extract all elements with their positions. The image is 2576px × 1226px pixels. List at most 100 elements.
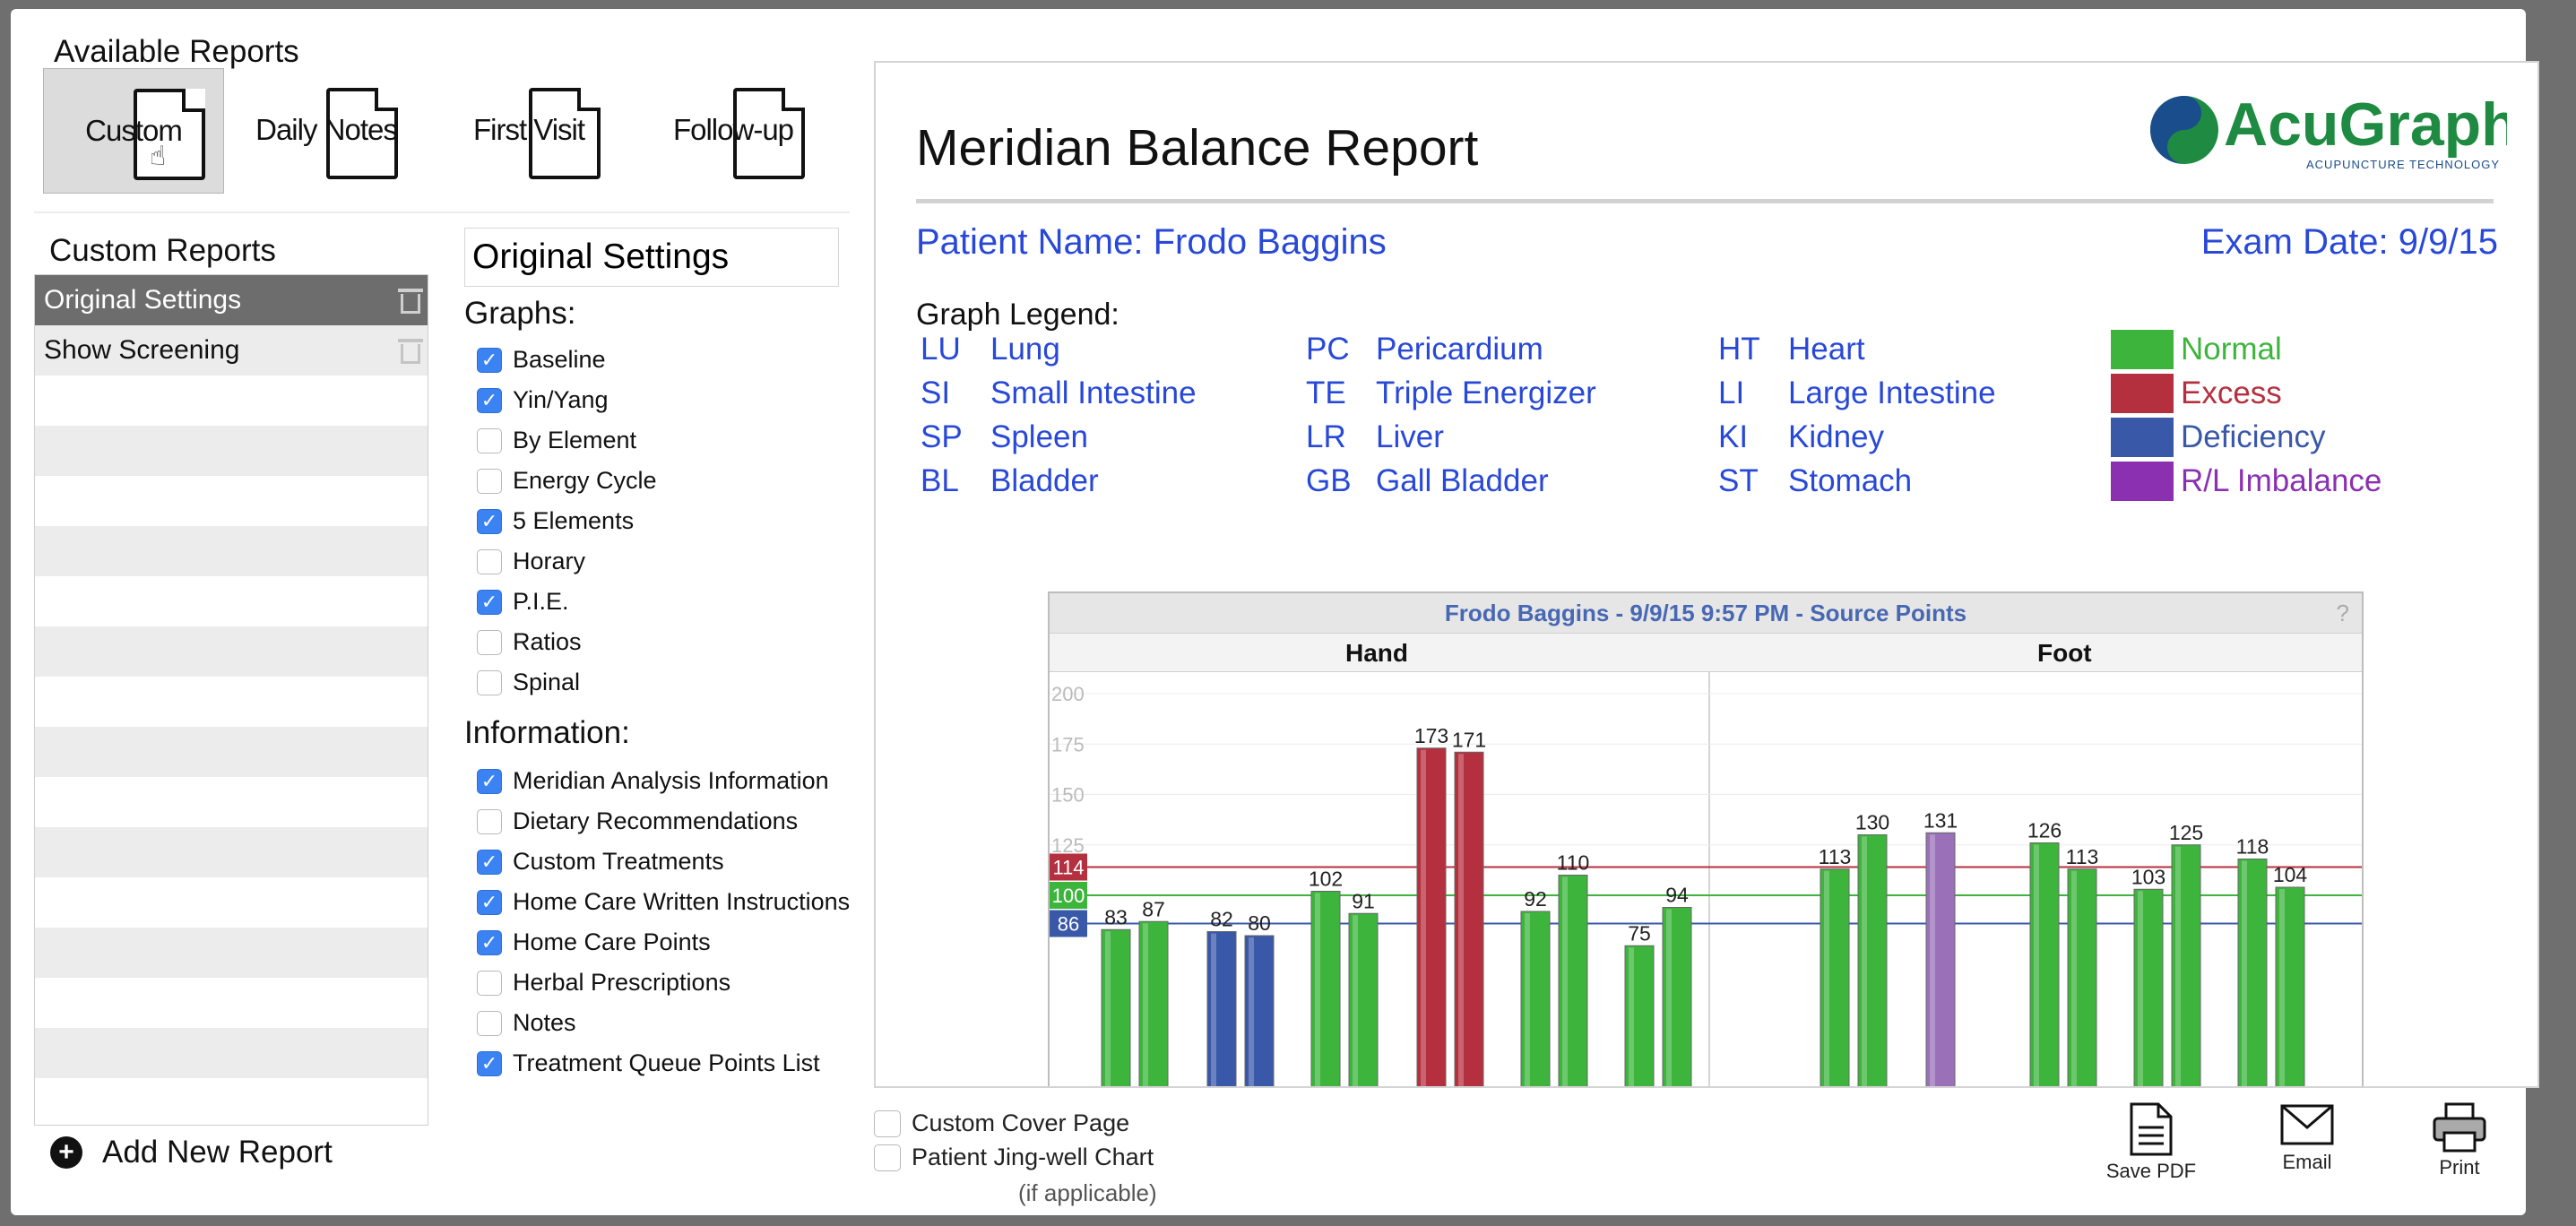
checkbox-checked[interactable]: ✓ xyxy=(477,589,502,615)
save-pdf-button[interactable]: Save PDF xyxy=(2097,1102,2205,1183)
checkbox-row[interactable]: ✓ Treatment Queue Points List xyxy=(477,1049,820,1077)
status-swatch xyxy=(2111,418,2174,457)
checkbox-row[interactable]: Horary xyxy=(477,548,585,575)
chart-bar-shine xyxy=(1211,933,1216,1086)
checkbox-label: Dietary Recommendations xyxy=(513,807,799,834)
chart-bar xyxy=(1662,907,1692,1086)
bar-value-label: 91 xyxy=(1352,889,1375,912)
bar-value-label: 87 xyxy=(1142,897,1165,920)
custom-cover-page-option[interactable]: Custom Cover Page xyxy=(874,1109,1129,1137)
legend-code: BL xyxy=(921,463,959,498)
checkbox[interactable] xyxy=(477,1010,502,1036)
help-icon[interactable]: ? xyxy=(2336,600,2349,626)
y-tick-label: 200 xyxy=(1051,683,1085,705)
legend-name: Pericardium xyxy=(1376,332,1543,367)
checkbox[interactable] xyxy=(477,808,502,834)
checkbox-row[interactable]: ✓ P.I.E. xyxy=(477,588,569,616)
checkbox-row[interactable]: ✓ Custom Treatments xyxy=(477,848,724,876)
checkbox-row[interactable]: By Element xyxy=(477,427,636,454)
checkbox-row[interactable]: Ratios xyxy=(477,628,582,656)
chart-bar-shine xyxy=(1930,834,1935,1086)
checkbox-label: 5 Elements xyxy=(513,507,635,534)
legend-code: SI xyxy=(921,376,951,410)
checkbox-checked[interactable]: ✓ xyxy=(477,347,502,373)
bar-value-label: 171 xyxy=(1452,728,1486,751)
reference-label: 114 xyxy=(1052,857,1084,879)
checkbox-row[interactable]: ✓ Home Care Written Instructions xyxy=(477,888,850,916)
trash-icon[interactable] xyxy=(398,289,423,314)
checkbox-checked[interactable]: ✓ xyxy=(477,387,502,413)
chart-bar-shine xyxy=(1629,947,1634,1086)
bar-value-label: 80 xyxy=(1248,911,1271,935)
logo-text: AcuGraph xyxy=(2224,91,2507,159)
report-daily-notes-button[interactable]: Daily Notes xyxy=(237,68,416,192)
legend-name: Heart xyxy=(1788,332,1865,367)
chart-group-header: Hand Foot xyxy=(1050,633,2362,672)
checkbox-row[interactable]: ✓ Yin/Yang xyxy=(477,386,609,414)
checkbox[interactable] xyxy=(477,427,502,453)
chart-bar xyxy=(2171,844,2201,1086)
checkbox-row[interactable]: Herbal Prescriptions xyxy=(477,969,730,997)
trash-icon[interactable] xyxy=(398,339,423,364)
chart-bar-shine xyxy=(2242,860,2247,1086)
checkbox-row[interactable]: ✓ Meridian Analysis Information xyxy=(477,767,829,795)
checkbox-row[interactable]: ✓ 5 Elements xyxy=(477,507,634,535)
checkbox-label: Home Care Points xyxy=(513,928,711,955)
graphs-title: Graphs: xyxy=(464,296,576,331)
checkbox[interactable] xyxy=(874,1144,901,1171)
add-new-report-button[interactable]: + Add New Report xyxy=(50,1135,333,1170)
report-first-visit-button[interactable]: First Visit xyxy=(439,68,618,192)
checkbox-checked[interactable]: ✓ xyxy=(477,768,502,794)
print-button[interactable]: Print xyxy=(2406,1102,2513,1179)
checkbox-checked[interactable]: ✓ xyxy=(477,1050,502,1076)
jing-well-chart-option[interactable]: Patient Jing-well Chart xyxy=(874,1144,1154,1171)
save-pdf-label: Save PDF xyxy=(2105,1160,2197,1182)
custom-report-item[interactable]: Original Settings xyxy=(35,275,428,325)
report-custom-button[interactable]: Custom ☝ xyxy=(43,68,224,194)
custom-report-item[interactable]: Show Screening xyxy=(35,325,428,376)
chart-bar-shine xyxy=(2279,889,2285,1086)
checkbox[interactable] xyxy=(477,629,502,655)
acugraph-logo: AcuGraph ACUPUNCTURE TECHNOLOGY xyxy=(2148,81,2519,179)
legend-code: HT xyxy=(1718,332,1760,367)
legend-name: Liver xyxy=(1376,419,1444,454)
checkbox[interactable] xyxy=(477,468,502,494)
chart-bar-shine xyxy=(1666,909,1672,1086)
checkbox-checked[interactable]: ✓ xyxy=(477,889,502,915)
checkbox-row[interactable]: ✓ Baseline xyxy=(477,346,606,374)
checkbox-label: Herbal Prescriptions xyxy=(513,969,731,996)
y-tick-label: 125 xyxy=(1051,834,1085,857)
legend-name: Bladder xyxy=(990,463,1099,498)
checkbox[interactable] xyxy=(477,970,502,996)
checkbox[interactable] xyxy=(874,1109,901,1137)
reference-label: 86 xyxy=(1058,913,1079,936)
source-points-chart: Frodo Baggins - 9/9/15 9:57 PM - Source … xyxy=(1048,591,2364,1086)
checkbox-row[interactable]: Spinal xyxy=(477,669,580,696)
checkbox-checked[interactable]: ✓ xyxy=(477,508,502,534)
checkbox-label: Baseline xyxy=(513,346,606,373)
checkbox-row[interactable]: Energy Cycle xyxy=(477,467,657,495)
reference-badge xyxy=(1050,910,1087,937)
checkbox[interactable] xyxy=(477,669,502,695)
report-title: Meridian Balance Report xyxy=(916,119,1479,177)
checkbox[interactable] xyxy=(477,548,502,574)
checkbox-checked[interactable]: ✓ xyxy=(477,849,502,875)
report-follow-up-button[interactable]: Follow-up xyxy=(644,68,823,192)
email-icon xyxy=(2280,1104,2334,1145)
status-label: Deficiency xyxy=(2181,419,2326,454)
checkbox-row[interactable]: Notes xyxy=(477,1009,576,1037)
checkbox-row[interactable]: Dietary Recommendations xyxy=(477,807,798,835)
chart-bar xyxy=(2067,868,2097,1086)
checkbox-label: Ratios xyxy=(513,628,582,655)
chart-bar-shine xyxy=(2071,870,2077,1086)
checkbox-checked[interactable]: ✓ xyxy=(477,929,502,955)
checkbox-row[interactable]: ✓ Home Care Points xyxy=(477,928,711,956)
checkbox-label: P.I.E. xyxy=(513,588,569,615)
email-button[interactable]: Email xyxy=(2253,1102,2361,1174)
report-name-input[interactable] xyxy=(464,228,839,287)
legend-code: ST xyxy=(1718,463,1759,498)
status-swatch xyxy=(2111,462,2174,501)
legend-name: Triple Energizer xyxy=(1376,376,1596,410)
printer-icon xyxy=(2433,1102,2486,1153)
report-label: Follow-up xyxy=(672,113,794,146)
